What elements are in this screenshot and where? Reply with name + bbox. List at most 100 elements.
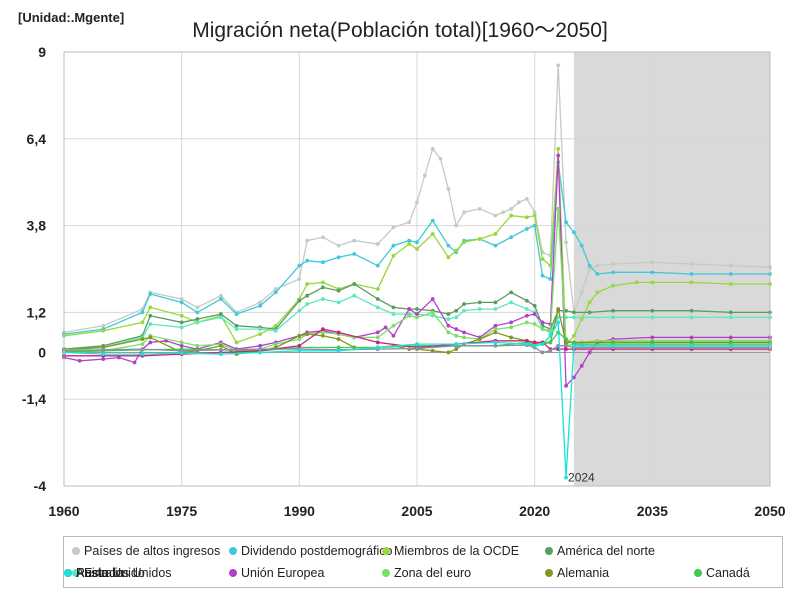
data-point <box>462 240 466 245</box>
data-point <box>336 330 341 335</box>
x-tick-label: 2020 <box>519 503 550 519</box>
data-point <box>140 310 145 315</box>
data-point <box>556 153 561 158</box>
data-point <box>540 327 545 331</box>
data-point <box>728 315 733 320</box>
data-point <box>571 230 576 235</box>
data-point <box>446 330 451 335</box>
data-point <box>297 337 302 342</box>
data-point <box>548 333 553 338</box>
data-point <box>273 323 278 328</box>
data-point <box>234 340 239 345</box>
data-point <box>446 323 451 328</box>
data-point <box>556 307 561 311</box>
legend-marker <box>229 568 237 577</box>
x-tick-label: 2005 <box>401 503 432 519</box>
data-point <box>611 270 616 275</box>
legend-label: Países de altos ingresos <box>84 544 221 558</box>
data-point <box>336 243 341 248</box>
data-point <box>336 255 341 260</box>
data-point <box>297 348 302 353</box>
data-point <box>415 315 419 320</box>
data-point <box>571 333 576 338</box>
data-point <box>509 325 514 330</box>
data-point <box>532 213 537 218</box>
data-point <box>273 328 278 333</box>
legend-item: Estados Unidos <box>72 566 172 580</box>
data-point <box>493 330 498 335</box>
data-point <box>148 292 153 296</box>
data-point <box>728 343 733 348</box>
data-point <box>148 322 153 326</box>
legend-marker <box>545 546 553 555</box>
y-tick-label: 9 <box>38 44 46 60</box>
data-point <box>509 320 514 325</box>
data-point <box>611 343 616 348</box>
data-point <box>579 343 584 348</box>
data-point <box>195 320 200 325</box>
data-point <box>297 333 302 338</box>
data-point <box>273 287 278 291</box>
data-point <box>564 475 568 480</box>
legend-label: Zona del euro <box>394 566 472 580</box>
data-point <box>375 242 380 246</box>
data-point <box>234 323 239 328</box>
data-point <box>477 300 482 305</box>
data-point <box>524 338 529 343</box>
data-point <box>148 313 153 318</box>
data-point <box>564 240 568 245</box>
data-point <box>532 223 537 228</box>
data-point <box>446 317 451 321</box>
data-point <box>352 252 357 256</box>
data-point <box>462 210 466 215</box>
data-point <box>430 146 435 151</box>
data-point <box>195 343 200 348</box>
data-point <box>352 293 357 298</box>
data-point <box>509 213 514 218</box>
data-point <box>391 243 396 248</box>
legend-label: Alemania <box>557 566 610 580</box>
data-point <box>218 343 223 348</box>
y-tick-label: 3,8 <box>27 218 47 234</box>
legend-item: Miembros de la OCDE <box>382 544 519 558</box>
data-point <box>595 272 600 276</box>
data-point <box>407 307 412 311</box>
data-point <box>218 347 223 352</box>
legend-marker <box>72 546 80 555</box>
data-point <box>524 307 529 311</box>
data-point <box>375 297 380 301</box>
data-point <box>728 335 733 340</box>
annotation-label: 2024 <box>568 471 595 485</box>
data-point <box>524 215 529 220</box>
data-point <box>532 343 537 348</box>
unit-label: [Unidad:.Mgente] <box>18 10 125 25</box>
x-tick-label: 1990 <box>284 503 315 519</box>
x-tick-label: 1975 <box>166 503 197 519</box>
data-point <box>352 238 357 243</box>
data-point <box>595 290 600 295</box>
legend-label: Dividendo postdemográfico <box>241 544 393 558</box>
data-point <box>493 243 498 248</box>
data-point <box>179 313 184 318</box>
legend: Países de altos ingresos Dividendo postde… <box>63 536 783 588</box>
data-point <box>375 345 380 350</box>
data-point <box>689 315 694 320</box>
data-point <box>454 333 459 338</box>
data-point <box>391 333 396 338</box>
data-point <box>493 232 498 236</box>
data-point <box>587 300 592 305</box>
data-point <box>509 207 514 211</box>
series-line <box>63 148 770 348</box>
data-point <box>140 337 145 342</box>
data-point <box>540 320 545 325</box>
legend-item: Unión Europea <box>229 566 324 580</box>
data-point <box>320 333 325 338</box>
data-point <box>532 340 537 345</box>
data-point <box>689 272 694 276</box>
legend-item: Dividendo postdemográfico <box>229 544 392 558</box>
data-point <box>493 327 498 331</box>
data-point <box>305 302 310 306</box>
series-line <box>63 208 770 354</box>
data-point <box>415 342 419 347</box>
